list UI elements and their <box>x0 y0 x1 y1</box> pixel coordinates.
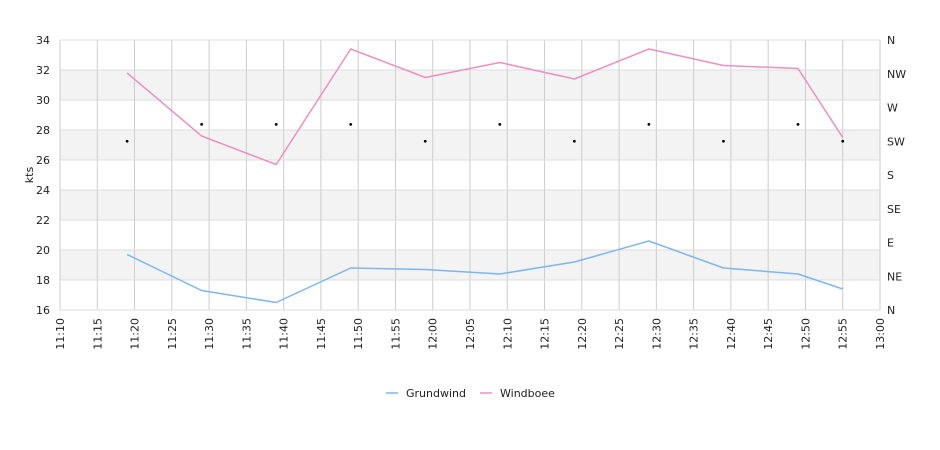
x-tick-label: 12:25 <box>613 318 626 350</box>
direction-marker <box>200 122 204 126</box>
x-axis-ticks: 11:10 11:15 11:20 11:25 11:30 11:35 11:40 11:45… <box>54 318 887 350</box>
direction-marker <box>274 122 278 126</box>
direction-marker <box>722 139 725 143</box>
direction-marker <box>125 139 129 143</box>
series-line-windboee <box>126 48 844 166</box>
y2-tick-label: NW <box>887 68 906 81</box>
y-axis-ticks: 16 18 20 22 24 26 28 30 32 34 <box>36 34 50 317</box>
y-tick-label: 26 <box>36 154 50 167</box>
direction-marker <box>498 122 502 126</box>
x-tick-label: 11:20 <box>129 318 142 350</box>
x-tick-label: 12:35 <box>688 318 701 350</box>
x-tick-label: 11:30 <box>203 318 216 350</box>
y2-tick-label: SW <box>887 135 905 148</box>
y-tick-label: 30 <box>36 94 50 107</box>
direction-markers <box>125 122 845 143</box>
y-tick-label: 24 <box>36 184 50 197</box>
x-tick-label: 12:55 <box>837 318 850 350</box>
y2-tick-label: N <box>887 34 895 47</box>
x-tick-label: 12:45 <box>762 318 775 350</box>
x-tick-label: 12:50 <box>799 318 812 350</box>
x-tick-label: 11:50 <box>352 318 365 350</box>
direction-marker <box>841 139 845 143</box>
y2-tick-label: W <box>887 102 898 115</box>
y-tick-label: 22 <box>36 214 50 227</box>
y-tick-label: 32 <box>36 64 50 77</box>
direction-marker <box>572 139 576 143</box>
y-tick-label: 34 <box>36 34 50 47</box>
vertical-gridlines <box>59 40 881 310</box>
y-tick-label: 16 <box>36 304 50 317</box>
legend-label-grundwind: Grundwind <box>406 387 466 400</box>
y-tick-label: 28 <box>36 124 50 137</box>
x-tick-label: 12:20 <box>576 318 589 350</box>
x-tick-label: 11:55 <box>389 318 402 350</box>
direction-marker <box>349 122 353 126</box>
legend-label-windboee: Windboee <box>500 387 555 400</box>
x-tick-label: 11:40 <box>278 318 291 350</box>
x-tick-label: 11:10 <box>54 318 67 350</box>
y2-tick-label: N <box>887 304 895 317</box>
direction-marker <box>423 139 427 143</box>
y2-tick-label: NE <box>887 270 902 283</box>
x-tick-label: 12:40 <box>725 318 738 350</box>
direction-marker <box>647 122 651 126</box>
y2-axis-ticks: N NE E SE S SW W NW N <box>887 34 906 317</box>
x-tick-label: 12:10 <box>501 318 514 350</box>
x-tick-label: 12:15 <box>539 318 552 350</box>
y2-tick-label: E <box>887 237 894 250</box>
x-tick-label: 12:30 <box>650 318 663 350</box>
x-tick-label: 11:15 <box>91 318 104 350</box>
y2-tick-label: S <box>887 169 894 182</box>
legend: Grundwind Windboee <box>386 387 555 400</box>
y-tick-label: 20 <box>36 244 50 257</box>
series-lines <box>126 48 844 304</box>
series-line-grundwind <box>126 240 843 304</box>
x-tick-label: 12:00 <box>427 318 440 350</box>
x-tick-label: 11:45 <box>315 318 328 350</box>
y-axis-label: kts <box>23 167 36 184</box>
y2-tick-label: SE <box>887 203 901 216</box>
y-tick-label: 18 <box>36 274 50 287</box>
x-tick-label: 11:35 <box>240 318 253 350</box>
x-tick-label: 11:25 <box>166 318 179 350</box>
x-tick-label: 12:05 <box>464 318 477 350</box>
horizontal-gridlines <box>60 39 880 311</box>
direction-marker <box>796 122 800 126</box>
x-tick-label: 13:00 <box>874 318 887 350</box>
